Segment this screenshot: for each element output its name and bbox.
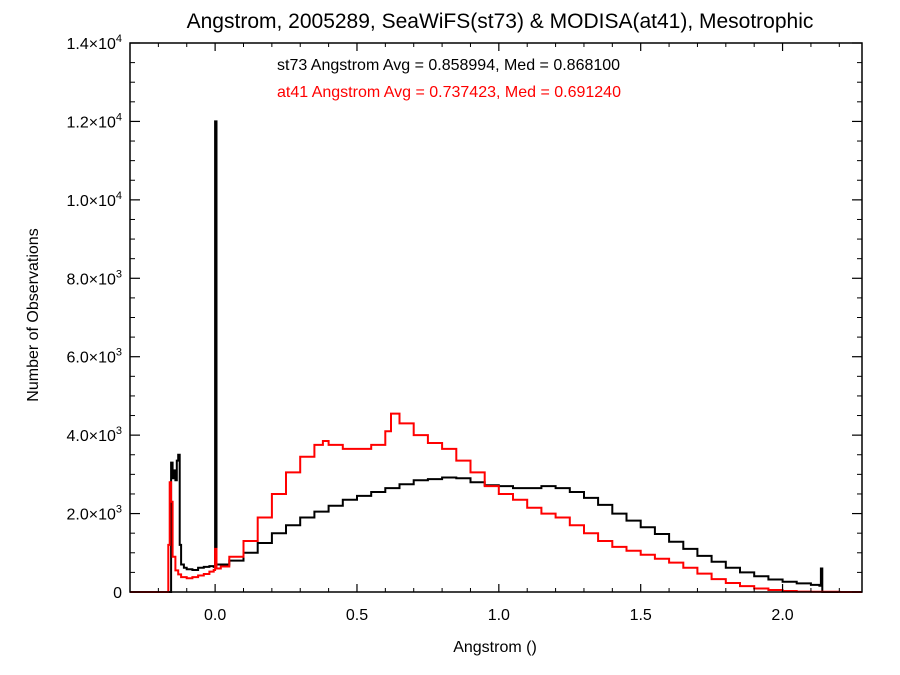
axes: 0.0 0.5 1.0 1.5 2.0 0 2.0×103 4.0×103 6.0×103 8.0… [66, 33, 863, 624]
y-tick-label: 6.0×103 [66, 347, 122, 367]
stats-annotation-2: at41 Angstrom Avg = 0.737423, Med = 0.69… [277, 84, 621, 101]
stats-annotation-1: st73 Angstrom Avg = 0.858994, Med = 0.86… [277, 57, 620, 74]
series-line-2 [130, 412, 862, 593]
series-layer [130, 120, 862, 593]
chart-title: Angstrom, 2005289, SeaWiFS(st73) & MODIS… [187, 10, 814, 33]
y-tick-label: 1.0×104 [66, 190, 122, 210]
x-tick-label: 1.5 [630, 607, 652, 624]
x-tick-label: 2.0 [771, 607, 793, 624]
y-tick-label: 0 [113, 585, 122, 602]
y-tick-label: 1.2×104 [66, 111, 122, 131]
y-tick-label: 1.4×104 [66, 33, 122, 53]
x-tick-label: 0.0 [204, 607, 226, 624]
y-tick-label: 2.0×103 [66, 504, 122, 524]
x-axis-label: Angstrom () [453, 639, 537, 656]
x-tick-label: 1.0 [488, 607, 510, 624]
x-tick-label: 0.5 [346, 607, 368, 624]
series-line-1 [130, 120, 862, 593]
plot-frame [129, 42, 863, 593]
annotations: st73 Angstrom Avg = 0.858994, Med = 0.86… [277, 57, 621, 101]
y-tick-label: 8.0×103 [66, 268, 122, 288]
y-axis-label: Number of Observations [25, 228, 42, 401]
y-tick-label: 4.0×103 [66, 425, 122, 445]
